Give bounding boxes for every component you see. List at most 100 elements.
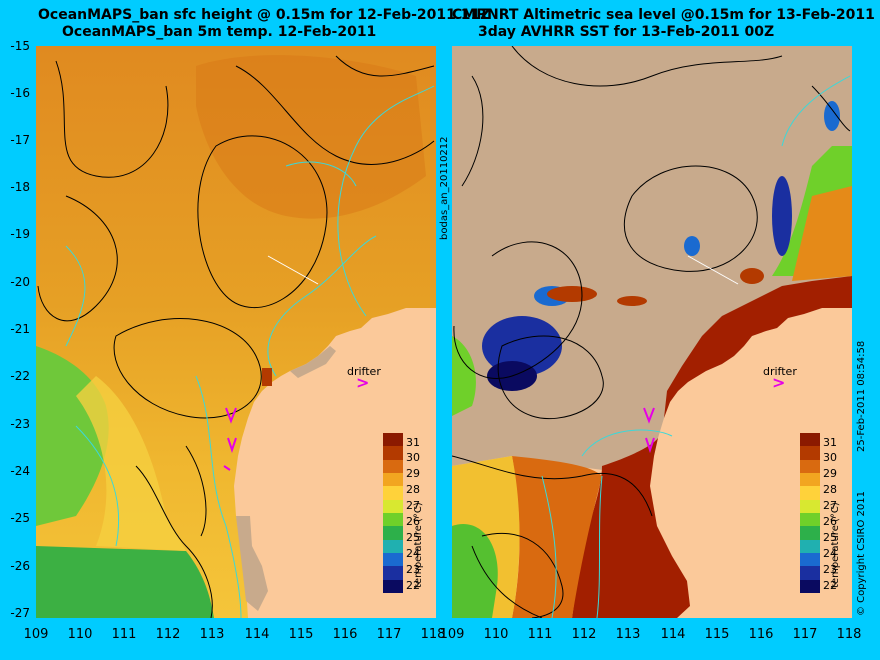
colorbar-segment (800, 512, 820, 527)
y-tick: -15 (10, 39, 30, 53)
y-tick: -27 (10, 606, 30, 620)
transect-line-right (687, 255, 739, 285)
sst-orange (512, 456, 602, 618)
colorbar-tick: 26 (406, 515, 420, 528)
colorbar-segment (383, 526, 403, 540)
colorbar-segment (383, 499, 403, 513)
sst-green-north (452, 336, 476, 416)
drifter-arrow-right: > (772, 373, 786, 392)
colorbar-segment (800, 472, 820, 487)
left-map-svg (36, 46, 436, 618)
colorbar-segment (383, 486, 403, 500)
colorbar-segment (383, 552, 403, 567)
left-title-line1: OceanMAPS_ban sfc height @ 0.15m for 12-… (38, 7, 491, 23)
right-title-line2: 3day AVHRR SST for 13-Feb-2011 00Z (478, 24, 775, 40)
colorbar-tick: 30 (406, 451, 420, 464)
sst-coastal-warm (664, 276, 852, 418)
colorbar-segment (800, 566, 820, 580)
sst-green-south (452, 524, 498, 618)
coast-cloud (290, 346, 336, 378)
x-tick: 111 (527, 627, 553, 642)
x-tick: 114 (660, 627, 686, 642)
y-tick: -26 (10, 559, 30, 573)
colorbar-segment (800, 433, 820, 447)
colorbar-tick: 23 (406, 563, 420, 576)
drifter-label-right: drifter (763, 365, 797, 378)
colorbar-tick: 26 (823, 515, 837, 528)
colorbar-tick: 29 (406, 467, 420, 480)
colorbar-tick: 29 (823, 467, 837, 480)
x-tick: 115 (704, 627, 730, 642)
colorbar-segment (800, 499, 820, 513)
x-tick: 116 (332, 627, 358, 642)
colorbar-tick: 27 (406, 499, 420, 512)
y-tick: -17 (10, 133, 30, 147)
colorbar-segment (383, 433, 403, 447)
y-tick: -25 (10, 511, 30, 525)
colorbar-left (383, 433, 403, 593)
run-id-label: bodas_an_20110212 (439, 136, 450, 240)
colorbar-tick: 28 (406, 483, 420, 496)
warm-coast-pixels (262, 368, 272, 386)
timestamp-label: 25-Feb-2011 08:54:58 (856, 340, 867, 452)
sst-red-streaks (547, 268, 764, 306)
colorbar-segment (800, 579, 820, 593)
colorbar-tick: 27 (823, 499, 837, 512)
cloud-area (236, 516, 268, 611)
x-tick: 110 (483, 627, 509, 642)
colorbar-segment (800, 459, 820, 473)
y-tick: -24 (10, 464, 30, 478)
colorbar-segment (383, 566, 403, 580)
colorbar-tick: 22 (823, 579, 837, 592)
colorbar-tick: 31 (823, 436, 837, 449)
colorbar-segment (800, 486, 820, 500)
colorbar-tick: 30 (823, 451, 837, 464)
temp-contours (65, 85, 435, 618)
colorbar-segment (800, 526, 820, 540)
y-tick: -22 (10, 369, 30, 383)
x-tick: 118 (836, 627, 862, 642)
sst-contours (541, 75, 851, 618)
x-tick: 118 (420, 627, 446, 642)
colorbar-right (800, 433, 820, 593)
y-tick: -18 (10, 180, 30, 194)
colorbar-tick: 23 (823, 563, 837, 576)
drifter-tracks-right (643, 407, 655, 454)
y-tick: -23 (10, 417, 30, 431)
x-tick: 109 (23, 627, 49, 642)
colorbar-segment (800, 446, 820, 460)
colorbar-segment (383, 446, 403, 460)
colorbar-segment (383, 579, 403, 593)
drifter-arrow-left: > (356, 373, 370, 392)
y-tick: -19 (10, 227, 30, 241)
colorbar-segment (383, 512, 403, 527)
colorbar-segment (383, 472, 403, 487)
colorbar-tick: 31 (406, 436, 420, 449)
x-tick: 109 (439, 627, 465, 642)
x-tick: 117 (376, 627, 402, 642)
y-tick: -21 (10, 322, 30, 336)
y-tick: -20 (10, 275, 30, 289)
warm-patch (196, 55, 426, 219)
x-tick: 113 (615, 627, 641, 642)
x-tick: 117 (792, 627, 818, 642)
sfc-height-contours (37, 55, 435, 618)
colorbar-segment (383, 539, 403, 553)
y-tick: -16 (10, 86, 30, 100)
sst-orange-ne (792, 186, 852, 281)
x-tick: 114 (244, 627, 270, 642)
drifter-label-left: drifter (347, 365, 381, 378)
cloud-area-right (452, 46, 852, 476)
altimetry-contours (452, 46, 851, 618)
left-map-panel (36, 46, 436, 618)
x-tick: 110 (67, 627, 93, 642)
colorbar-tick: 25 (823, 531, 837, 544)
drifter-tracks (223, 407, 237, 471)
colorbar-tick: 24 (406, 547, 420, 560)
copyright-label: © Copyright CSIRO 2011 (856, 491, 867, 616)
x-tick: 116 (748, 627, 774, 642)
colorbar-tick: 28 (823, 483, 837, 496)
right-title-line1: CMRNRT Altimetric sea level @0.15m for 1… (452, 7, 880, 23)
x-tick: 112 (571, 627, 597, 642)
colorbar-segment (800, 552, 820, 567)
